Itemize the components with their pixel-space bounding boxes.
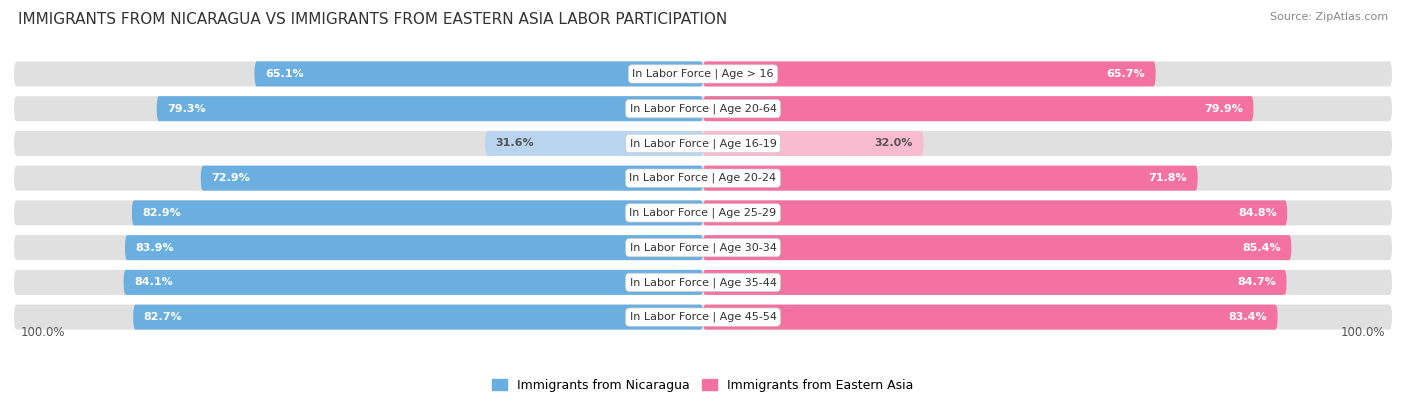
Text: Source: ZipAtlas.com: Source: ZipAtlas.com (1270, 12, 1388, 22)
Text: 85.4%: 85.4% (1243, 243, 1281, 253)
Text: In Labor Force | Age 35-44: In Labor Force | Age 35-44 (630, 277, 776, 288)
Text: In Labor Force | Age 20-64: In Labor Force | Age 20-64 (630, 103, 776, 114)
Text: In Labor Force | Age 25-29: In Labor Force | Age 25-29 (630, 208, 776, 218)
Text: 84.7%: 84.7% (1237, 277, 1277, 288)
FancyBboxPatch shape (14, 270, 1392, 295)
FancyBboxPatch shape (485, 131, 703, 156)
Text: 84.8%: 84.8% (1239, 208, 1277, 218)
FancyBboxPatch shape (703, 270, 1286, 295)
Text: 65.1%: 65.1% (264, 69, 304, 79)
Text: In Labor Force | Age > 16: In Labor Force | Age > 16 (633, 69, 773, 79)
Text: 79.9%: 79.9% (1205, 103, 1243, 114)
FancyBboxPatch shape (703, 200, 1288, 226)
FancyBboxPatch shape (703, 235, 1291, 260)
Text: In Labor Force | Age 45-54: In Labor Force | Age 45-54 (630, 312, 776, 322)
Text: In Labor Force | Age 30-34: In Labor Force | Age 30-34 (630, 243, 776, 253)
Text: 32.0%: 32.0% (875, 138, 912, 149)
Legend: Immigrants from Nicaragua, Immigrants from Eastern Asia: Immigrants from Nicaragua, Immigrants fr… (488, 374, 918, 395)
Text: 84.1%: 84.1% (134, 277, 173, 288)
FancyBboxPatch shape (156, 96, 703, 121)
FancyBboxPatch shape (703, 96, 1254, 121)
Text: 83.4%: 83.4% (1229, 312, 1267, 322)
Text: In Labor Force | Age 16-19: In Labor Force | Age 16-19 (630, 138, 776, 149)
Text: 65.7%: 65.7% (1107, 69, 1146, 79)
FancyBboxPatch shape (132, 200, 703, 226)
FancyBboxPatch shape (703, 62, 1156, 87)
FancyBboxPatch shape (14, 200, 1392, 226)
Text: In Labor Force | Age 20-24: In Labor Force | Age 20-24 (630, 173, 776, 183)
FancyBboxPatch shape (125, 235, 703, 260)
Text: 82.9%: 82.9% (142, 208, 181, 218)
FancyBboxPatch shape (124, 270, 703, 295)
FancyBboxPatch shape (14, 62, 1392, 87)
FancyBboxPatch shape (703, 166, 1198, 191)
FancyBboxPatch shape (14, 235, 1392, 260)
FancyBboxPatch shape (134, 305, 703, 329)
FancyBboxPatch shape (703, 305, 1278, 329)
Text: 100.0%: 100.0% (21, 325, 66, 339)
Text: 31.6%: 31.6% (496, 138, 534, 149)
Text: 79.3%: 79.3% (167, 103, 205, 114)
FancyBboxPatch shape (14, 166, 1392, 191)
FancyBboxPatch shape (201, 166, 703, 191)
FancyBboxPatch shape (14, 131, 1392, 156)
FancyBboxPatch shape (14, 305, 1392, 329)
Text: 82.7%: 82.7% (143, 312, 183, 322)
FancyBboxPatch shape (703, 131, 924, 156)
Text: IMMIGRANTS FROM NICARAGUA VS IMMIGRANTS FROM EASTERN ASIA LABOR PARTICIPATION: IMMIGRANTS FROM NICARAGUA VS IMMIGRANTS … (18, 12, 727, 27)
Text: 100.0%: 100.0% (1340, 325, 1385, 339)
Text: 71.8%: 71.8% (1149, 173, 1187, 183)
FancyBboxPatch shape (254, 62, 703, 87)
Text: 83.9%: 83.9% (135, 243, 174, 253)
FancyBboxPatch shape (14, 96, 1392, 121)
Text: 72.9%: 72.9% (211, 173, 250, 183)
